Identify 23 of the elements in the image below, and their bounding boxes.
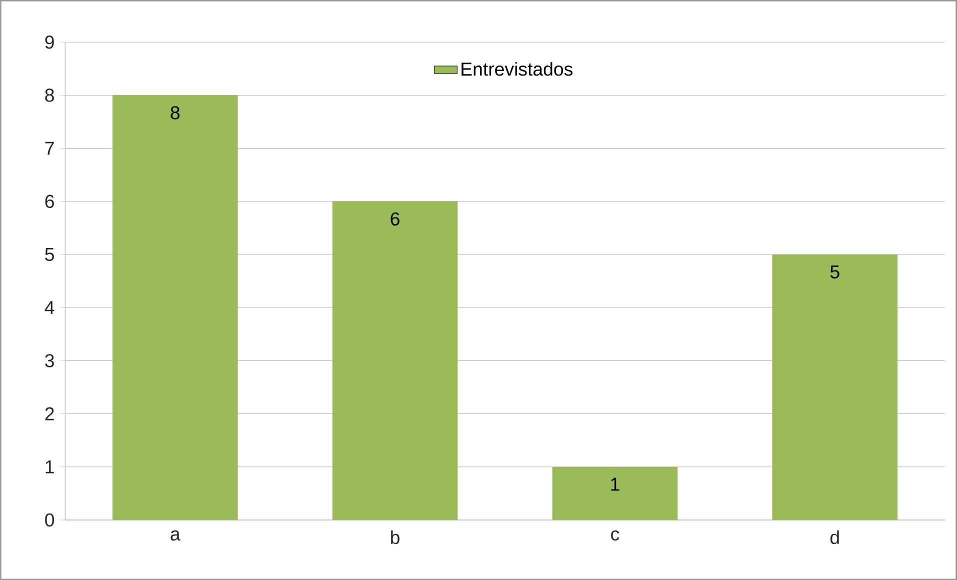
bar — [552, 466, 678, 520]
y-tick-label: 3 — [45, 354, 54, 368]
legend-label: Entrevistados — [462, 62, 572, 76]
x-tick-label: c — [611, 530, 620, 541]
x-tick-label: b — [391, 530, 400, 544]
x-tick-label: d — [830, 530, 839, 544]
data-label: 5 — [830, 265, 840, 278]
y-tick-label: 9 — [45, 35, 54, 49]
y-tick-label: 2 — [45, 407, 54, 420]
y-tick-label: 6 — [45, 194, 54, 208]
y-tick-label: 0 — [45, 513, 54, 527]
y-tick-label: 8 — [45, 88, 54, 102]
data-label: 6 — [390, 212, 400, 226]
data-label: 1 — [611, 478, 620, 491]
bar — [112, 95, 238, 520]
y-tick-label: 7 — [45, 142, 54, 155]
data-label: 8 — [170, 106, 180, 120]
y-tick-label: 1 — [46, 460, 54, 474]
x-tick-label: a — [170, 530, 180, 541]
y-tick-label: 5 — [45, 248, 54, 261]
bar — [332, 201, 458, 520]
bar — [772, 254, 898, 520]
y-tick-label: 4 — [44, 301, 54, 314]
